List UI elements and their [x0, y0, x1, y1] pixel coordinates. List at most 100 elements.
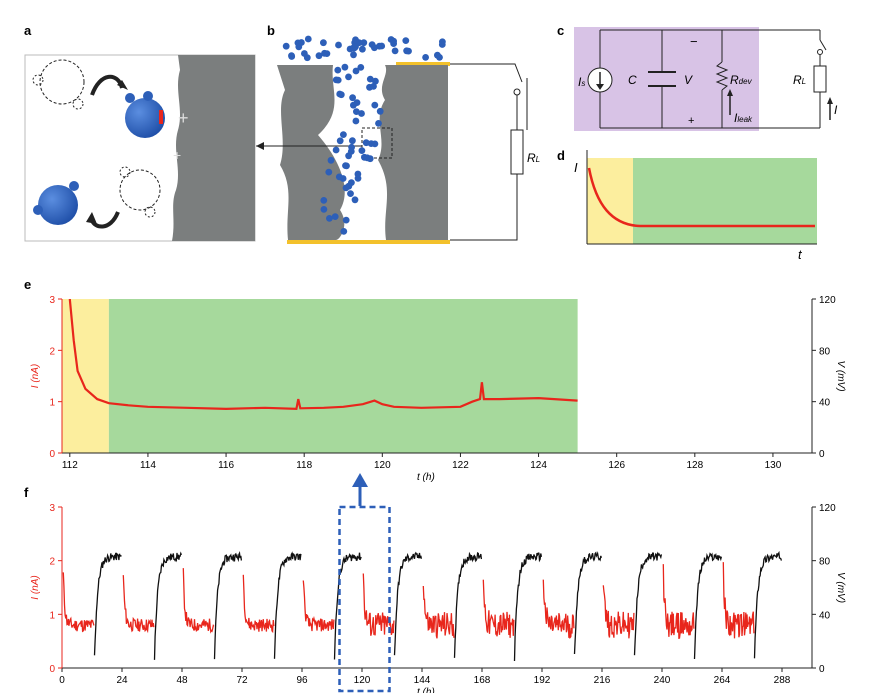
x-tick-label: 126 — [608, 460, 625, 471]
x-tick-label: 168 — [474, 675, 491, 686]
x-tick-label: 118 — [296, 460, 312, 471]
ion-icon — [345, 73, 352, 81]
current-series-line — [242, 574, 275, 634]
current-series-line — [122, 575, 155, 634]
svg-text:+: + — [178, 108, 189, 128]
x-tick-label: 192 — [534, 675, 551, 686]
y-tick-label-right: 120 — [819, 503, 836, 514]
svg-text:I: I — [574, 160, 578, 175]
voltage-series-line — [153, 551, 183, 660]
y-tick-label-right: 120 — [819, 295, 836, 306]
ion-icon — [334, 66, 342, 74]
ion-icon — [376, 107, 384, 115]
ion-icon — [336, 137, 344, 145]
svg-text:I: I — [834, 103, 838, 117]
panel-d-sketch: I t — [574, 150, 817, 262]
panel-a-schematic: + + — [24, 54, 256, 242]
voltage-series-line — [693, 552, 723, 660]
ion-icon — [371, 101, 379, 109]
svg-text:RL: RL — [793, 73, 806, 87]
ion-icon — [352, 117, 360, 125]
ion-icon — [288, 53, 296, 60]
panel-f-chart: 0 24 48 72 96 120 144 168 192 216 240 264 288 0 1 2 3 0 40… — [30, 503, 846, 693]
x-tick-label: 48 — [176, 675, 188, 686]
svg-text:+: + — [173, 147, 181, 163]
svg-text:Is: Is — [578, 75, 585, 89]
ion-icon — [434, 51, 441, 59]
y-tick-label-right: 0 — [819, 449, 825, 460]
ion-icon — [325, 168, 333, 176]
ion-icon — [402, 37, 410, 44]
ion-icon — [372, 77, 379, 85]
y-axis-label-left: I (nA) — [30, 364, 41, 388]
x-tick-label: 216 — [594, 675, 611, 686]
ion-icon — [315, 52, 323, 60]
x-tick-label: 240 — [654, 675, 671, 686]
x-axis-label: t (h) — [417, 472, 435, 483]
ion-icon — [347, 190, 354, 198]
ion-icon — [351, 196, 359, 204]
shaded-region-yellow — [62, 299, 109, 453]
ion-icon — [341, 63, 349, 71]
ion-icon — [366, 75, 374, 83]
ion-icon — [332, 146, 340, 154]
ion-icon — [327, 156, 335, 164]
panel-label-a: a — [24, 23, 32, 38]
ion-icon — [357, 64, 365, 71]
x-tick-label: 120 — [354, 675, 371, 686]
voltage-series-line — [213, 550, 243, 660]
ion-icon — [391, 47, 399, 55]
ion-icon — [349, 94, 356, 102]
x-tick-label: 120 — [374, 460, 391, 471]
ion-icon — [340, 228, 348, 235]
voltage-series-line — [333, 552, 362, 660]
panel-label-b: b — [267, 23, 275, 38]
ion-icon — [371, 140, 379, 148]
ion-icon — [335, 173, 343, 181]
zoom-arrow-icon — [352, 473, 368, 506]
panel-label-f: f — [24, 485, 29, 500]
ion-icon — [336, 90, 344, 98]
y-tick-label-left: 1 — [49, 398, 55, 409]
y-tick-label-left: 3 — [49, 503, 55, 514]
x-tick-label: 114 — [140, 460, 156, 471]
ion-icon — [358, 147, 366, 155]
voltage-series-line — [753, 550, 783, 659]
ion-icon — [352, 67, 360, 75]
svg-text:V: V — [684, 73, 693, 87]
voltage-series-line — [573, 551, 603, 655]
y-tick-label-right: 80 — [819, 346, 831, 357]
current-series-line — [602, 585, 635, 639]
x-tick-label: 128 — [686, 460, 703, 471]
ion-icon — [334, 76, 342, 84]
ion-icon — [331, 213, 339, 221]
y-tick-label-left: 2 — [49, 346, 55, 357]
y-tick-label-left: 3 — [49, 295, 55, 306]
panel-c-circuit: Is C V − + Rdev Ileak RL I — [574, 27, 838, 131]
shaded-region-green — [108, 299, 578, 453]
ion-icon — [378, 42, 386, 50]
highlight-box — [338, 505, 391, 693]
x-tick-label: 288 — [774, 675, 791, 686]
ion-icon — [354, 170, 362, 178]
panel-label-e: e — [24, 277, 31, 292]
panel-label-c: c — [557, 23, 564, 38]
ion-icon — [359, 45, 366, 53]
current-series-line — [68, 299, 578, 411]
current-series-line — [62, 572, 95, 633]
current-series-line — [722, 562, 755, 639]
ion-icon — [438, 41, 446, 48]
x-tick-label: 264 — [714, 675, 731, 686]
ion-icon — [304, 35, 312, 43]
ion-ball-icon — [38, 185, 78, 225]
ion-icon — [350, 51, 357, 59]
ion-icon — [326, 215, 333, 222]
y-tick-label-right: 80 — [819, 557, 831, 568]
svg-text:RL: RL — [527, 151, 540, 165]
ion-icon — [350, 101, 357, 109]
y-axis-label-right: V (mV) — [835, 572, 846, 603]
x-tick-label: 144 — [414, 675, 431, 686]
voltage-series-line — [513, 552, 543, 662]
current-series-line — [662, 564, 695, 639]
x-axis-label: t (h) — [417, 687, 435, 693]
